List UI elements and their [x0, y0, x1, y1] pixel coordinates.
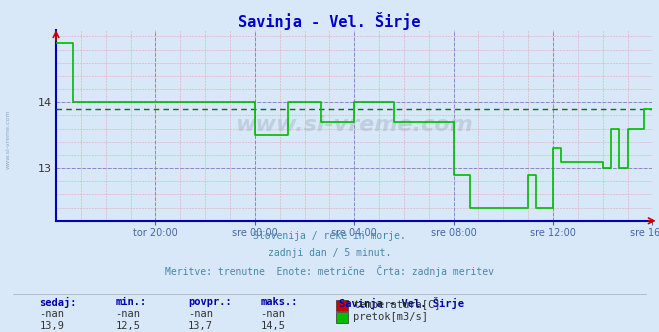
Text: Savinja - Vel. Širje: Savinja - Vel. Širje	[239, 12, 420, 30]
Text: 13,7: 13,7	[188, 321, 213, 331]
Text: zadnji dan / 5 minut.: zadnji dan / 5 minut.	[268, 248, 391, 258]
Text: www.si-vreme.com: www.si-vreme.com	[5, 110, 11, 169]
Text: 14,5: 14,5	[260, 321, 285, 331]
Text: -nan: -nan	[115, 309, 140, 319]
Text: min.:: min.:	[115, 297, 146, 307]
Text: www.si-vreme.com: www.si-vreme.com	[235, 115, 473, 135]
Text: povpr.:: povpr.:	[188, 297, 231, 307]
Text: -nan: -nan	[188, 309, 213, 319]
Text: -nan: -nan	[40, 309, 65, 319]
Text: sedaj:: sedaj:	[40, 297, 77, 308]
Text: Meritve: trenutne  Enote: metrične  Črta: zadnja meritev: Meritve: trenutne Enote: metrične Črta: …	[165, 265, 494, 277]
Text: Slovenija / reke in morje.: Slovenija / reke in morje.	[253, 231, 406, 241]
Text: pretok[m3/s]: pretok[m3/s]	[353, 312, 428, 322]
Text: temperatura[C]: temperatura[C]	[353, 300, 441, 310]
Text: -nan: -nan	[260, 309, 285, 319]
Text: maks.:: maks.:	[260, 297, 298, 307]
Text: 13,9: 13,9	[40, 321, 65, 331]
Text: Savinja - Vel. Širje: Savinja - Vel. Širje	[339, 297, 465, 309]
Text: 12,5: 12,5	[115, 321, 140, 331]
